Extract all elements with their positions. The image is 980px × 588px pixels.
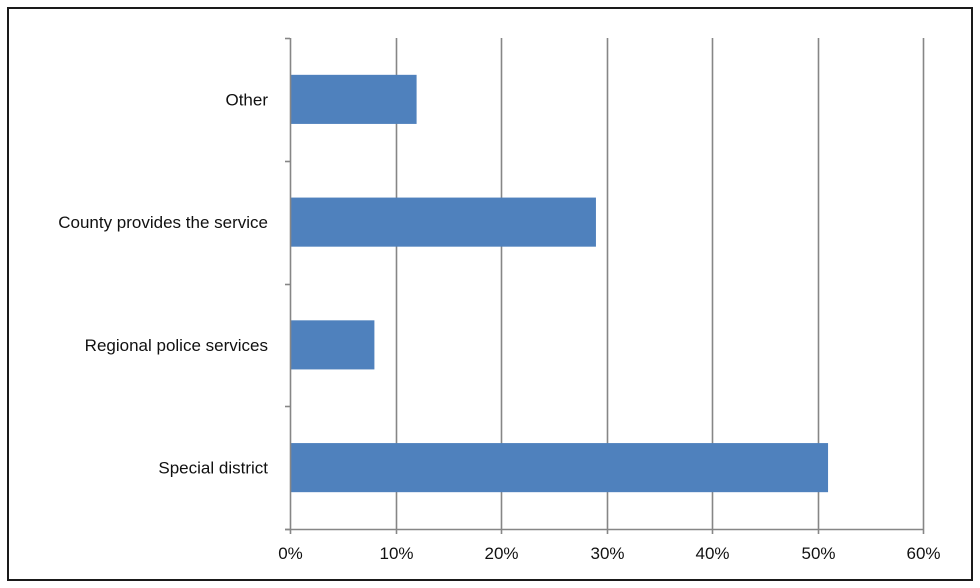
x-tick-label: 60% bbox=[906, 544, 940, 563]
bar bbox=[291, 74, 417, 124]
bar bbox=[291, 197, 596, 247]
x-tick-label: 40% bbox=[695, 544, 729, 563]
x-tick-label: 0% bbox=[278, 544, 303, 563]
x-tick-label: 30% bbox=[590, 544, 624, 563]
y-category-label: County provides the service bbox=[58, 213, 268, 232]
x-tick-label: 50% bbox=[801, 544, 835, 563]
y-category-label: Regional police services bbox=[85, 336, 268, 355]
x-tick-label: 10% bbox=[379, 544, 413, 563]
bar bbox=[291, 443, 829, 493]
x-tick-label: 20% bbox=[484, 544, 518, 563]
y-category-label: Other bbox=[225, 90, 268, 109]
labels: 0% 10% 20% 30% 40% 50% 60% Special district Regi… bbox=[58, 90, 940, 563]
bars bbox=[291, 74, 829, 493]
bar bbox=[291, 320, 375, 370]
y-category-label: Special district bbox=[158, 459, 268, 478]
axes bbox=[285, 37, 925, 534]
